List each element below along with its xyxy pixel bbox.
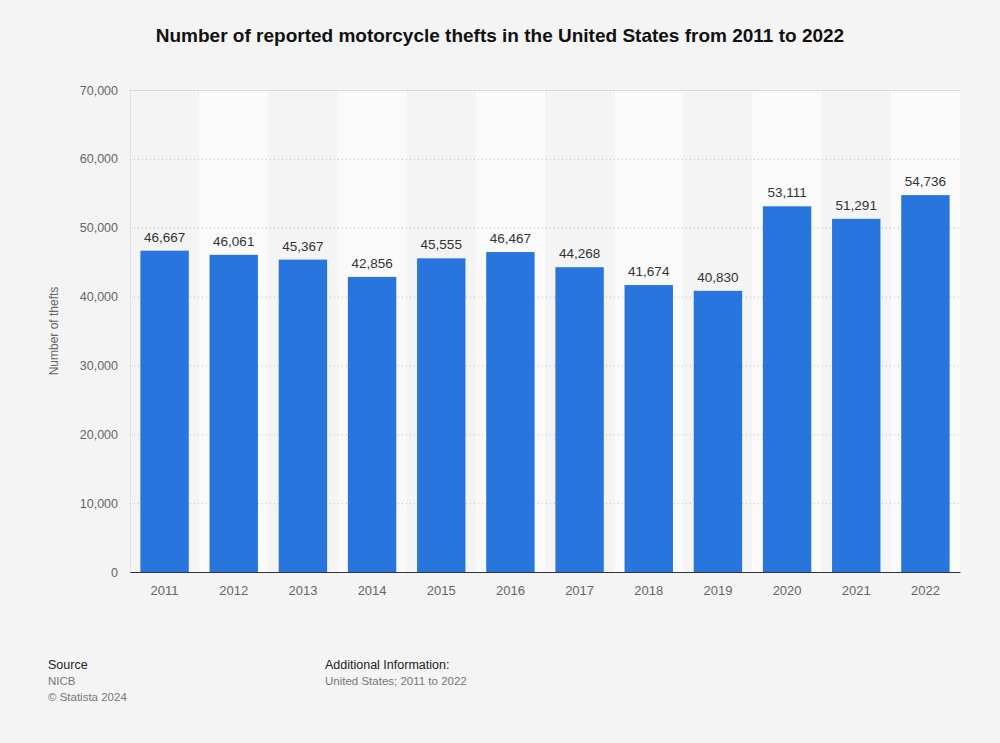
x-tick: 2016 [496, 572, 525, 598]
x-tick: 2019 [703, 572, 732, 598]
data-label: 41,674 [628, 264, 670, 279]
y-axis: 0 10,000 20,000 30,000 40,000 50,000 60,000 70,… [80, 84, 960, 580]
y-axis-line [131, 91, 961, 573]
y-tick-label: 30,000 [80, 359, 118, 373]
y-tick: 60,000 [80, 152, 960, 166]
column-band [199, 90, 268, 572]
x-tick-label: 2013 [288, 583, 317, 598]
y-tick-label: 40,000 [80, 290, 118, 304]
y-tick-label: 10,000 [80, 497, 118, 511]
bars [140, 195, 949, 572]
y-tick-label: 50,000 [80, 221, 118, 235]
chart: Number of reported motorcycle thefts in … [0, 0, 1000, 743]
y-tick-label: 60,000 [80, 152, 118, 166]
bar [901, 195, 949, 572]
x-tick-label: 2014 [358, 583, 387, 598]
bar [140, 251, 188, 572]
grid-line [130, 90, 960, 91]
bar [763, 206, 811, 572]
x-tick-label: 2011 [151, 583, 179, 598]
x-tick-label: 2018 [634, 583, 663, 598]
x-tick: 2018 [634, 572, 663, 598]
y-tick: 70,000 [80, 84, 960, 98]
data-label: 51,291 [836, 198, 877, 213]
bar [555, 267, 603, 572]
x-axis: 2011 2012 2013 2014 2015 2016 2017 2018 2019 2020… [131, 572, 961, 598]
plot: 0 10,000 20,000 30,000 40,000 50,000 60,000 70,… [80, 84, 961, 599]
data-label: 53,111 [767, 185, 806, 200]
grid-line [130, 159, 960, 160]
column-band [338, 90, 407, 572]
x-tick-label: 2017 [565, 583, 594, 598]
grid-line [130, 572, 960, 573]
x-tick-label: 2012 [219, 583, 248, 598]
copyright: © Statista 2024 [48, 691, 127, 703]
bar [348, 277, 396, 572]
y-tick-label: 20,000 [80, 428, 118, 442]
y-tick-label: 0 [111, 566, 118, 580]
source-label: Source [48, 658, 88, 672]
additional-info: United States; 2011 to 2022 [325, 675, 467, 687]
bar [210, 255, 258, 572]
x-tick: 2017 [565, 572, 594, 598]
bar [486, 252, 534, 572]
column-bands [199, 90, 960, 572]
bar [832, 219, 880, 572]
x-tick: 2011 [151, 572, 179, 598]
footer: Source NICB © Statista 2024 Additional Info… [48, 658, 467, 703]
bar [625, 285, 673, 572]
x-tick: 2014 [358, 572, 387, 598]
x-axis-line [131, 572, 961, 573]
x-tick-label: 2015 [427, 583, 456, 598]
data-labels: 46,667 46,061 45,367 42,856 45,555 46,467 44,2… [144, 174, 946, 285]
data-label: 46,667 [144, 230, 185, 245]
background [0, 0, 1000, 743]
column-band [476, 90, 545, 572]
x-tick: 2021 [842, 572, 871, 598]
data-label: 54,736 [905, 174, 946, 189]
bar [417, 258, 465, 572]
data-label: 42,856 [351, 256, 392, 271]
column-band [753, 90, 822, 572]
x-tick-label: 2022 [911, 583, 940, 598]
y-axis-title: Number of thefts [47, 287, 61, 376]
data-label: 44,268 [559, 246, 600, 261]
data-label: 46,061 [213, 234, 254, 249]
bar [279, 260, 327, 572]
x-tick-label: 2019 [703, 583, 732, 598]
data-label: 45,367 [282, 239, 323, 254]
additional-info-label: Additional Information: [325, 658, 449, 672]
data-label: 46,467 [490, 231, 531, 246]
column-band [614, 90, 683, 572]
column-band [891, 90, 960, 572]
x-tick: 2013 [288, 572, 317, 598]
x-tick-label: 2016 [496, 583, 525, 598]
title: Number of reported motorcycle thefts in … [156, 25, 844, 46]
x-tick-label: 2021 [842, 583, 871, 598]
x-tick-label: 2020 [773, 583, 802, 598]
source: NICB [48, 675, 76, 687]
data-label: 40,830 [697, 270, 738, 285]
x-tick: 2012 [219, 572, 248, 598]
x-tick: 2022 [911, 572, 940, 598]
data-label: 45,555 [421, 237, 462, 252]
x-tick: 2020 [773, 572, 802, 598]
x-tick: 2015 [427, 572, 456, 598]
bar [694, 291, 742, 572]
y-tick-label: 70,000 [80, 84, 118, 98]
